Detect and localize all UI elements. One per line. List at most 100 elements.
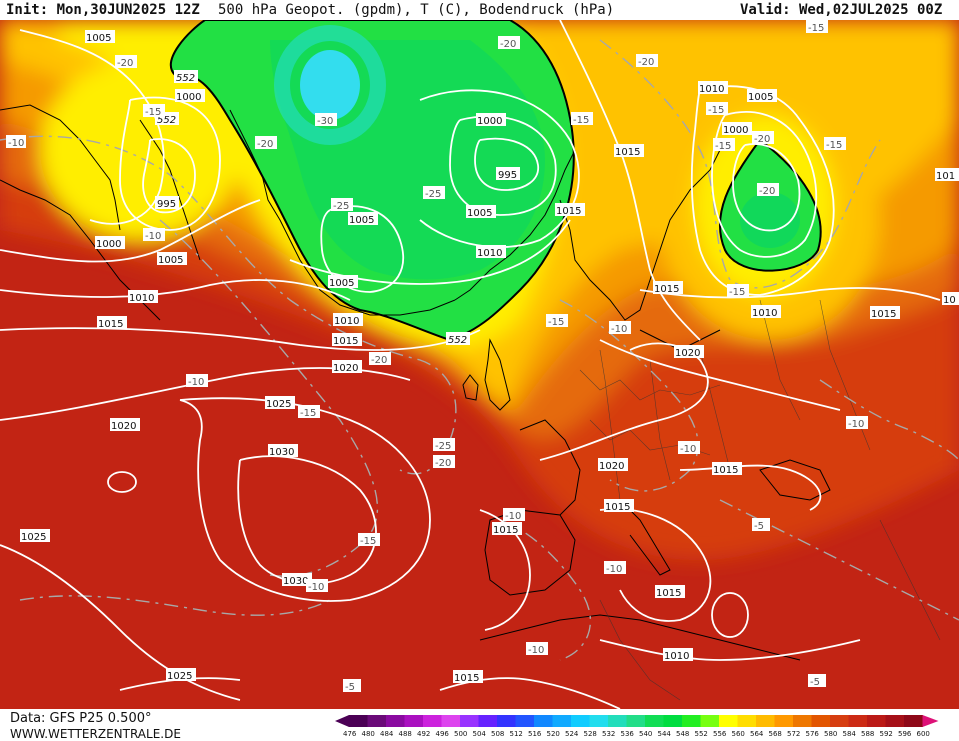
pressure-label: 995 bbox=[498, 170, 517, 181]
colorbar-tick-label: 536 bbox=[621, 730, 635, 738]
pressure-label: 1010 bbox=[334, 316, 359, 327]
colorbar-tick-label: 548 bbox=[676, 730, 689, 738]
temperature-label: -30 bbox=[317, 116, 333, 127]
pressure-label: 1015 bbox=[333, 336, 358, 347]
temperature-label: -15 bbox=[808, 23, 824, 34]
temperature-label: -10 bbox=[680, 444, 696, 455]
border-1 bbox=[579, 369, 721, 401]
colorbar-tick-label: 556 bbox=[713, 730, 727, 738]
pressure-label: 1015 bbox=[654, 284, 679, 295]
map-footer: Data: GFS P25 0.500° WWW.WETTERZENTRALE.… bbox=[0, 709, 959, 741]
pressure-label: 1010 bbox=[129, 293, 154, 304]
temperature-label: -15 bbox=[715, 141, 731, 152]
low-greenland-outline bbox=[169, 20, 575, 342]
coast-ireland bbox=[462, 374, 479, 401]
colorbar-tick-label: 564 bbox=[750, 730, 764, 738]
pressure-label: 1000 bbox=[477, 116, 502, 127]
colorbar-swatch bbox=[793, 715, 812, 727]
temperature-label: -10 bbox=[611, 324, 627, 335]
temperature-label: -25 bbox=[425, 189, 441, 200]
colorbar-swatch bbox=[663, 715, 683, 727]
isobar-1025-atlantic bbox=[179, 397, 431, 602]
pressure-label: 1010 bbox=[699, 84, 724, 95]
temperature-label: -10 bbox=[848, 419, 864, 430]
colorbar-tick-label: 484 bbox=[380, 730, 394, 738]
pressure-label: 1005 bbox=[467, 208, 492, 219]
isobar-1000-greenland bbox=[449, 115, 557, 216]
colorbar-swatch bbox=[719, 715, 738, 727]
pressure-label: 1000 bbox=[96, 239, 121, 250]
pressure-label: 1015 bbox=[493, 525, 518, 536]
coast-canada-1 bbox=[0, 104, 121, 231]
pressure-label: 1005 bbox=[329, 278, 354, 289]
colorbar-swatch bbox=[682, 715, 701, 727]
colorbar-tick-label: 552 bbox=[695, 730, 708, 738]
weather-map: 552 552 552 1005 1000 995 1000 1005 1010… bbox=[0, 20, 959, 709]
border-6 bbox=[759, 299, 801, 421]
pressure-label: 1015 bbox=[656, 588, 681, 599]
green-low-greenland bbox=[169, 20, 575, 342]
isobar-1020-europe bbox=[539, 342, 709, 461]
colorbar-tick-label: 532 bbox=[602, 730, 615, 738]
isotherm-2 bbox=[159, 219, 379, 577]
border-8 bbox=[879, 519, 941, 641]
pressure-labels: 1005 1000 995 1000 1005 1010 1015 1005 1… bbox=[20, 30, 959, 684]
temperature-label: -5 bbox=[754, 521, 764, 532]
isobar-995-greenland bbox=[474, 137, 539, 191]
geopot-label: 552 bbox=[448, 335, 467, 346]
colorbar-swatch bbox=[460, 715, 479, 727]
pressure-label: 1005 bbox=[349, 215, 374, 226]
border-3 bbox=[599, 349, 621, 501]
pressure-label: 1005 bbox=[86, 33, 111, 44]
temperature-labels: -20 -15 -10 -30 -20 -25 -25 -10 -20 -20 … bbox=[6, 20, 868, 693]
colorbar-swatch bbox=[811, 715, 831, 727]
temperature-label: -15 bbox=[708, 105, 724, 116]
isobar-995-nw bbox=[142, 138, 196, 214]
coast-north-africa bbox=[479, 614, 801, 661]
isobar-1015-atlantic bbox=[0, 327, 481, 351]
colorbar-tick-label: 528 bbox=[584, 730, 597, 738]
temperature-label: -10 bbox=[505, 511, 521, 522]
temperature-label: -20 bbox=[371, 355, 387, 366]
temperature-label: -10 bbox=[606, 564, 622, 575]
temperature-label: -10 bbox=[145, 231, 161, 242]
isobar-1010-russia bbox=[690, 85, 835, 296]
colorbar-arrow-left bbox=[335, 715, 349, 727]
colorbar-tick-label: 508 bbox=[491, 730, 504, 738]
isobar-1020-small bbox=[107, 471, 137, 493]
isobar-1005-russia bbox=[711, 111, 818, 258]
isobar-1010-greenland bbox=[289, 219, 571, 285]
colorbar-tick-label: 504 bbox=[473, 730, 487, 738]
isobar-1015-small bbox=[711, 592, 749, 638]
colorbar-arrow-right bbox=[922, 715, 939, 727]
pressure-label: 1020 bbox=[599, 461, 624, 472]
colorbar-swatch bbox=[441, 715, 461, 727]
colorbar-swatch bbox=[515, 715, 535, 727]
coast-iberia bbox=[484, 509, 576, 596]
colorbar-swatch bbox=[867, 715, 886, 727]
coast-uk bbox=[484, 338, 511, 411]
colorbar-tick-label: 516 bbox=[528, 730, 542, 738]
geopot-label: 552 bbox=[176, 73, 195, 84]
temperature-label: -5 bbox=[810, 677, 820, 688]
pressure-label: 1020 bbox=[333, 363, 358, 374]
colorbar-swatch bbox=[885, 715, 905, 727]
pressure-label: 1010 bbox=[752, 308, 777, 319]
colorbar-swatch bbox=[608, 715, 627, 727]
coast-greenland-east bbox=[454, 149, 576, 301]
isobar-1025-sw bbox=[0, 544, 241, 701]
colorbar-swatch bbox=[700, 715, 720, 727]
colorbar-swatch bbox=[904, 715, 923, 727]
colorbar-swatch bbox=[571, 715, 590, 727]
temperature-label: -20 bbox=[435, 458, 451, 469]
colorbar-tick-label: 540 bbox=[639, 730, 652, 738]
low-greenland-core bbox=[300, 50, 360, 120]
pressure-label: 1015 bbox=[615, 147, 640, 158]
colorbar-swatch bbox=[404, 715, 424, 727]
colorbar-tick-label: 592 bbox=[880, 730, 893, 738]
pressure-label: 1030 bbox=[283, 576, 308, 587]
pressure-label: 1005 bbox=[158, 255, 183, 266]
colorbar-tick-label: 476 bbox=[343, 730, 357, 738]
colorbar-tick-label: 568 bbox=[769, 730, 782, 738]
low-russia-core bbox=[740, 192, 800, 248]
